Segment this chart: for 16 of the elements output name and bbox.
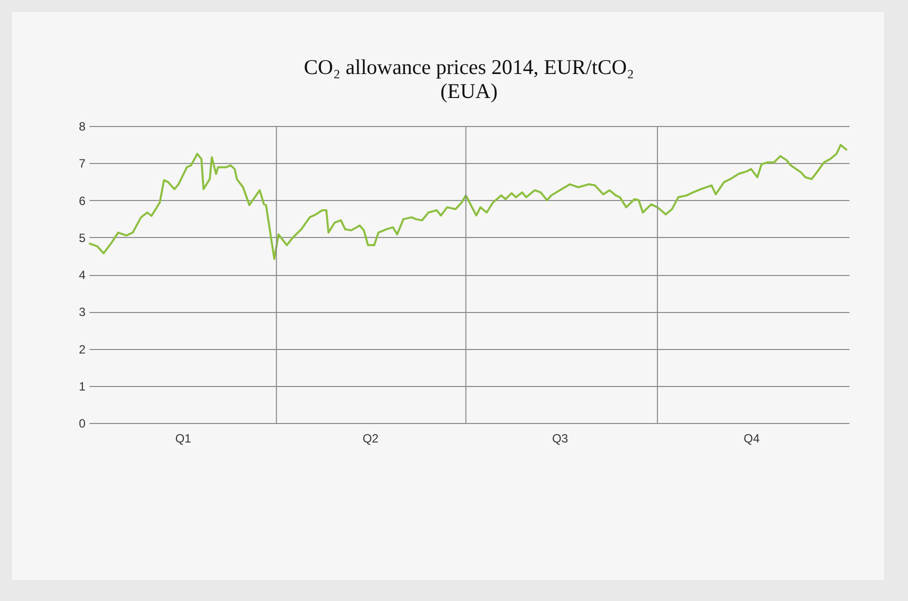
y-tick-label: 7 — [78, 156, 86, 171]
chart-title: CO₂ allowance prices 2014, EUR/tCO₂ — [304, 55, 634, 79]
x-tick-label: Q2 — [362, 432, 379, 446]
y-tick-label: 8 — [78, 120, 86, 134]
y-tick-label: 2 — [78, 342, 86, 356]
chart-subtitle: (EUA) — [440, 79, 498, 103]
y-tick-label: 6 — [78, 194, 86, 208]
x-tick-label: Q4 — [744, 432, 760, 446]
x-tick-label: Q1 — [175, 432, 192, 446]
y-tick-label: 4 — [78, 268, 86, 282]
y-tick-label: 3 — [78, 305, 86, 320]
y-tick-label: 5 — [78, 230, 86, 245]
y-tick-label: 1 — [78, 379, 86, 394]
x-tick-label: Q3 — [552, 432, 568, 446]
line-series — [88, 144, 848, 260]
y-tick-label: 0 — [78, 416, 86, 430]
